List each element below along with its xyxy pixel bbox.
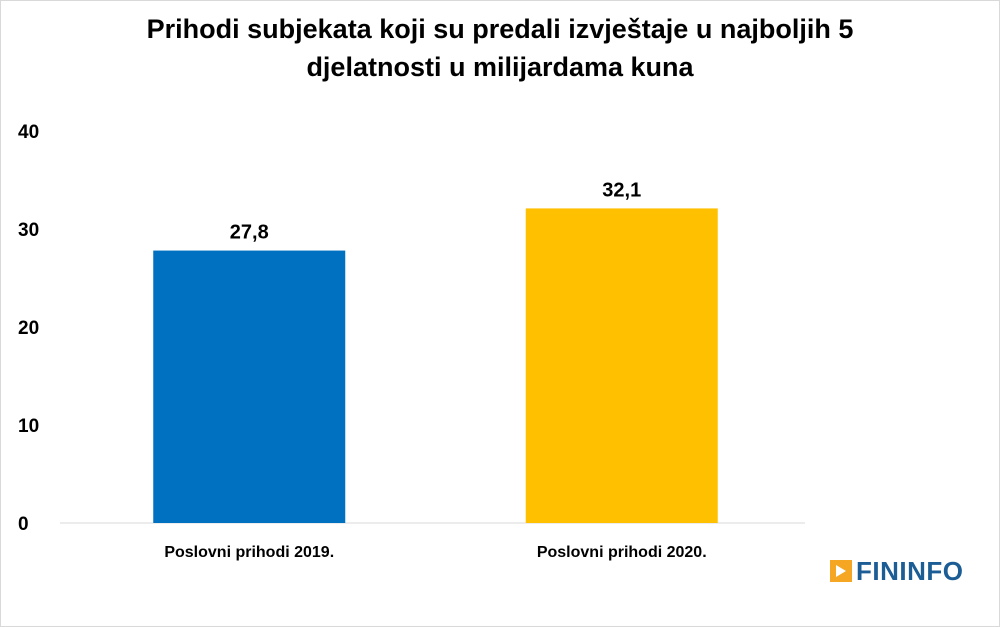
logo-arrow-icon	[830, 560, 852, 582]
chart-title: Prihodi subjekata koji su predali izvješ…	[0, 10, 1000, 86]
x-category-label: Poslovni prihodi 2020.	[537, 544, 707, 561]
y-tick-label: 20	[18, 318, 39, 339]
y-tick-label: 10	[18, 416, 39, 437]
bar	[525, 208, 718, 524]
y-tick-label: 40	[18, 122, 39, 143]
y-tick-label: 30	[18, 220, 39, 241]
y-tick-label: 0	[18, 514, 29, 535]
chart-title-line-1: Prihodi subjekata koji su predali izvješ…	[146, 14, 854, 44]
data-label: 32,1	[602, 179, 641, 201]
bar	[153, 250, 346, 523]
x-category-label: Poslovni prihodi 2019.	[164, 544, 334, 561]
logo-text: FININFO	[856, 555, 964, 586]
chart-title-line-2: djelatnosti u milijardama kuna	[306, 52, 694, 82]
data-label: 27,8	[230, 222, 269, 244]
fininfo-logo: FININFO	[830, 555, 964, 586]
